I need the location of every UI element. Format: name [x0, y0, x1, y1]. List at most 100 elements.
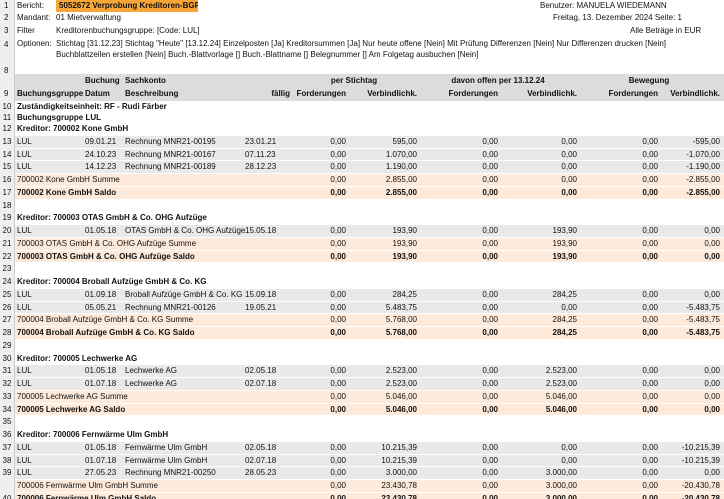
- cell: LUL: [17, 149, 32, 159]
- row-number: 22: [2, 251, 12, 261]
- cell: 284,25: [552, 289, 577, 299]
- cell: 700005 Lechwerke AG Saldo: [17, 404, 126, 414]
- row-background: [15, 480, 724, 492]
- row-background: [15, 390, 724, 403]
- cell: -2.855,00: [686, 187, 720, 197]
- cell: 0,00: [330, 366, 346, 376]
- cell: 193,90: [552, 238, 577, 248]
- cell: 595,00: [392, 136, 417, 146]
- row-number: 30: [2, 353, 12, 363]
- cell: 0,00: [482, 149, 498, 159]
- column-group-header: Buchung: [85, 76, 120, 85]
- row-background: [15, 186, 724, 199]
- cell: LUL: [17, 455, 32, 465]
- column-header: Forderungen: [608, 89, 658, 98]
- cell: 0,00: [642, 302, 658, 312]
- cell: 0,00: [482, 379, 498, 388]
- row-number: 20: [2, 226, 12, 235]
- cell: 19.05.21: [245, 302, 277, 312]
- cell: LUL: [17, 442, 32, 452]
- cell: 0,00: [704, 289, 720, 299]
- column-header: fällig: [271, 89, 290, 98]
- cell: 0,00: [704, 251, 720, 261]
- cell: 0,00: [642, 391, 658, 401]
- cell: 15.05.18: [245, 226, 277, 235]
- cell: 02.07.18: [245, 379, 277, 388]
- cell: 07.11.23: [245, 149, 276, 159]
- cell: 0,00: [642, 315, 658, 325]
- row-number: 37: [2, 442, 12, 452]
- cell: LUL: [17, 379, 32, 388]
- row-number: 8: [4, 66, 9, 75]
- row-number: 11: [2, 113, 12, 122]
- cell: 23.430,78: [381, 481, 417, 490]
- cell: -10.215,39: [681, 455, 720, 465]
- cell: -1.190,00: [686, 162, 720, 172]
- cell: 0,00: [561, 175, 577, 184]
- cell: 0,00: [704, 366, 720, 376]
- currency: Alle Beträge in EUR: [630, 26, 702, 35]
- cell: 0,00: [330, 187, 346, 197]
- cell: -5.483,75: [686, 315, 720, 325]
- cell: 01.09.18: [85, 289, 117, 299]
- cell: 0,00: [642, 149, 658, 159]
- row-number: 9: [4, 89, 9, 98]
- cell: 0,00: [482, 315, 498, 325]
- row-background: [15, 327, 724, 339]
- cell: 700003 OTAS GmbH & Co. OHG Aufzüge Saldo: [17, 251, 195, 261]
- cell: 0,00: [642, 136, 658, 146]
- group-heading: Kreditor: 700004 Broball Aufzüge GmbH & …: [17, 277, 207, 286]
- cell: 0,00: [561, 149, 577, 159]
- cell: 0,00: [330, 328, 346, 337]
- cell: 0,00: [704, 379, 720, 388]
- cell: 15.09.18: [245, 289, 277, 299]
- cell: 5.483,75: [385, 302, 417, 312]
- cell: Rechnung MNR21-00126: [125, 302, 216, 312]
- cell: LUL: [17, 226, 32, 235]
- cell: 1.070,00: [385, 149, 417, 159]
- cell: 02.05.18: [245, 366, 277, 376]
- row-number: 34: [2, 404, 12, 414]
- row-background: [15, 301, 724, 314]
- row-background: [15, 135, 724, 148]
- row-number: 10: [2, 102, 12, 111]
- cell: 700006 Fernwärme Ulm GmbH Summe: [17, 481, 158, 490]
- cell: 0,00: [330, 226, 346, 235]
- row-number: 3: [4, 26, 9, 35]
- cell: 0,00: [561, 455, 577, 465]
- cell: 0,00: [330, 481, 346, 490]
- cell: 700004 Broball Aufzüge GmbH & Co. KG Sal…: [17, 328, 195, 337]
- cell: 0,00: [482, 238, 498, 248]
- cell: 01.05.18: [85, 442, 117, 452]
- cell: Rechnung MNR21-00189: [125, 162, 216, 172]
- cell: 0,00: [642, 175, 658, 184]
- cell: 5.768,00: [385, 315, 417, 325]
- cell: 0,00: [642, 379, 658, 388]
- cell: 700004 Broball Aufzüge GmbH & Co. KG Sum…: [17, 315, 194, 325]
- column-header-band: [15, 74, 724, 101]
- row-number: 38: [2, 455, 12, 465]
- cell: 01.05.18: [85, 366, 117, 376]
- cell: 0,00: [642, 481, 658, 490]
- cell: -10.215,39: [681, 442, 720, 452]
- column-header: Buchungsgruppe: [17, 89, 84, 98]
- cell: 0,00: [642, 226, 658, 235]
- group-heading: Kreditor: 700003 OTAS GmbH & Co. OHG Auf…: [17, 213, 207, 223]
- row-number: 13: [2, 136, 12, 146]
- row-background: [15, 314, 724, 326]
- row-number: 39: [2, 468, 12, 478]
- row-number: 1: [4, 1, 9, 10]
- row-number: 16: [2, 175, 12, 184]
- cell: 27.05.23: [85, 468, 117, 478]
- cell: 0,00: [330, 468, 346, 478]
- cell: 09.01.21: [85, 136, 117, 146]
- column-header: Forderungen: [448, 89, 498, 98]
- cell: 23.430,78: [381, 493, 417, 499]
- label: Mandant:: [17, 13, 51, 22]
- cell: 0,00: [330, 289, 346, 299]
- cell: 700002 Kone GmbH Summe: [17, 175, 120, 184]
- row-number: 28: [2, 328, 12, 337]
- cell: 0,00: [482, 366, 498, 376]
- cell: 700006 Fernwärme Ulm GmbH Saldo: [17, 493, 157, 499]
- cell: 0,00: [642, 238, 658, 248]
